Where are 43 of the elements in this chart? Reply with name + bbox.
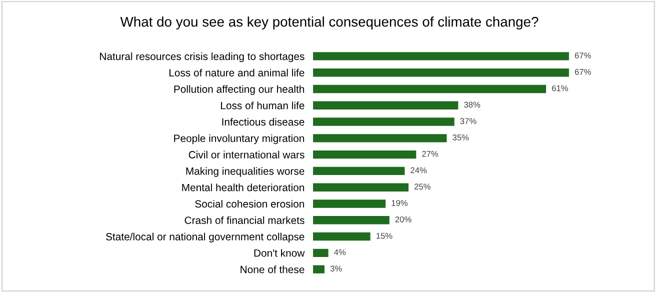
y-tick-label: Loss of human life	[221, 102, 304, 110]
bar	[313, 118, 454, 126]
bar	[313, 248, 328, 258]
data-label: 67%	[574, 52, 591, 58]
y-tick-label: Making inequalities worse	[186, 167, 304, 177]
bar	[313, 216, 390, 224]
data-label: 3%	[330, 266, 342, 272]
y-tick-label: People involuntary migration	[174, 134, 304, 144]
data-label: 61%	[552, 85, 568, 92]
bar	[313, 84, 546, 94]
y-tick-label: Civil or international wars	[188, 150, 304, 158]
bar	[313, 183, 409, 192]
y-tick-label: Crash of financial markets	[184, 216, 304, 224]
bar	[313, 150, 416, 159]
data-label: 24%	[410, 167, 427, 174]
y-tick-label: Pollution affecting our health	[174, 85, 304, 95]
y-tick-label: Loss of nature and animal life	[169, 68, 304, 76]
chart-title: What do you see as key potential consequences of climate change?	[120, 16, 538, 30]
bar	[313, 200, 386, 208]
data-label: 19%	[392, 200, 408, 206]
data-label: 27%	[422, 150, 438, 157]
bar	[313, 52, 569, 60]
y-tick-label: Mental health deterioration	[182, 184, 304, 192]
y-tick-label: Natural resources crisis leading to shortages	[100, 52, 304, 62]
bar	[313, 101, 458, 110]
bar	[313, 134, 447, 142]
bar	[313, 265, 324, 274]
data-label: 35%	[452, 134, 469, 140]
bar	[313, 166, 405, 176]
data-label: 37%	[460, 118, 476, 124]
data-label: 67%	[574, 68, 591, 75]
data-label: 20%	[395, 216, 412, 222]
y-tick-label: None of these	[240, 266, 304, 274]
y-tick-label: Infectious disease	[222, 118, 304, 126]
data-label: 15%	[376, 232, 392, 239]
y-tick-label: Social cohesion erosion	[195, 200, 304, 208]
bar	[313, 68, 569, 77]
data-label: 25%	[414, 184, 430, 190]
y-tick-label: Don't know	[254, 249, 305, 257]
data-label: 38%	[464, 102, 480, 108]
y-tick-label: State/local or national government collapse	[106, 232, 304, 242]
bar	[313, 232, 370, 241]
data-label: 4%	[334, 249, 346, 256]
